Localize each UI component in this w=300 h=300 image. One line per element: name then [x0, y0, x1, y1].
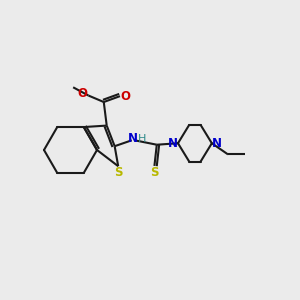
Text: N: N	[212, 137, 222, 150]
Text: S: S	[150, 166, 159, 179]
Text: S: S	[115, 166, 123, 179]
Text: O: O	[121, 90, 131, 103]
Text: N: N	[168, 137, 178, 150]
Text: H: H	[138, 134, 147, 144]
Text: N: N	[128, 132, 138, 145]
Text: O: O	[78, 87, 88, 100]
